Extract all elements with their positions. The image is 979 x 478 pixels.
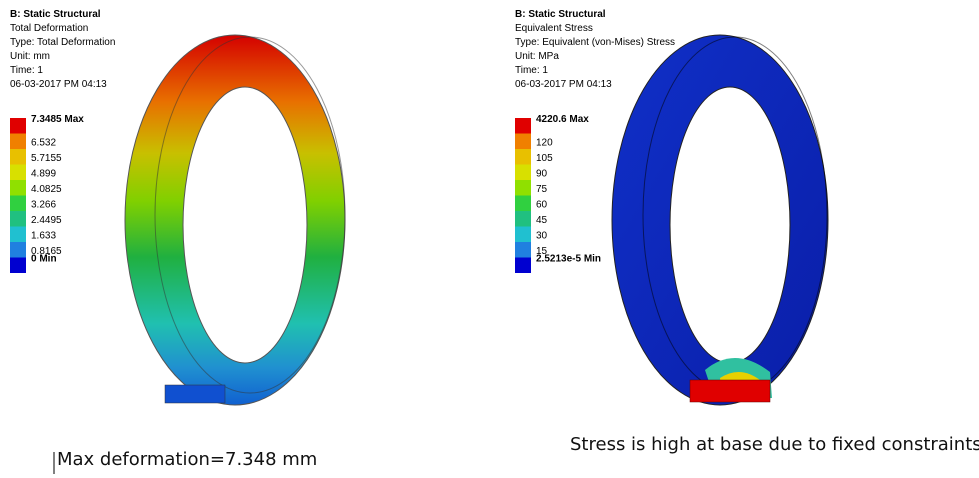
legend-swatch <box>10 118 26 134</box>
legend-label: 90 <box>536 169 548 180</box>
header-line: Unit: MPa <box>515 51 559 62</box>
stress-model <box>612 35 828 405</box>
header-line: Type: Total Deformation <box>10 37 115 48</box>
legend-swatch <box>10 227 26 243</box>
legend-swatch <box>515 118 531 134</box>
legend-swatch <box>10 165 26 181</box>
header-line: Time: 1 <box>515 65 548 76</box>
legend-swatch <box>515 196 531 212</box>
legend-label: 5.7155 <box>31 153 62 164</box>
caption: Stress is high at base due to fixed cons… <box>570 434 979 455</box>
legend-label: 60 <box>536 200 548 211</box>
legend-swatch <box>10 134 26 150</box>
deformation-model <box>125 35 345 405</box>
legend-label: 7.3485 Max <box>31 114 84 125</box>
header-line: Unit: mm <box>10 51 50 62</box>
panel-title: B: Static Structural <box>10 9 101 20</box>
legend-swatch <box>10 258 26 274</box>
legend-swatch <box>515 227 531 243</box>
legend-swatch <box>515 165 531 181</box>
header-line: 06-03-2017 PM 04:13 <box>10 79 107 90</box>
legend-label: 30 <box>536 231 548 242</box>
caption: Max deformation=7.348 mm <box>57 449 317 470</box>
legend-label: 4.899 <box>31 169 56 180</box>
legend-swatch <box>10 242 26 258</box>
header-line: Type: Equivalent (von-Mises) Stress <box>515 37 675 48</box>
legend-swatch <box>515 242 531 258</box>
legend-swatch <box>515 134 531 150</box>
legend-label: 105 <box>536 153 553 164</box>
header-line: Total Deformation <box>10 23 88 34</box>
legend-label: 2.5213e-5 Min <box>536 254 601 265</box>
legend-label: 120 <box>536 138 553 149</box>
header-line: Time: 1 <box>10 65 43 76</box>
legend-swatch <box>10 180 26 196</box>
legend-swatch <box>515 180 531 196</box>
legend-label: 2.4495 <box>31 215 62 226</box>
legend-label: 4.0825 <box>31 184 62 195</box>
legend-label: 6.532 <box>31 138 56 149</box>
legend-label: 3.266 <box>31 200 56 211</box>
header-line: Equivalent Stress <box>515 23 593 34</box>
header-line: 06-03-2017 PM 04:13 <box>515 79 612 90</box>
panel-title: B: Static Structural <box>515 9 606 20</box>
legend-swatch <box>515 149 531 165</box>
legend-swatch <box>10 149 26 165</box>
legend-label: 1.633 <box>31 231 56 242</box>
legend-label: 0 Min <box>31 254 57 265</box>
legend-label: 45 <box>536 215 548 226</box>
legend-label: 75 <box>536 184 548 195</box>
legend-swatch <box>515 211 531 227</box>
legend-swatch <box>515 258 531 274</box>
screenshot: B: Static Structural Total Deformation Typ… <box>0 0 979 478</box>
legend-swatch <box>10 196 26 212</box>
legend-swatch <box>10 211 26 227</box>
legend-label: 4220.6 Max <box>536 114 589 125</box>
